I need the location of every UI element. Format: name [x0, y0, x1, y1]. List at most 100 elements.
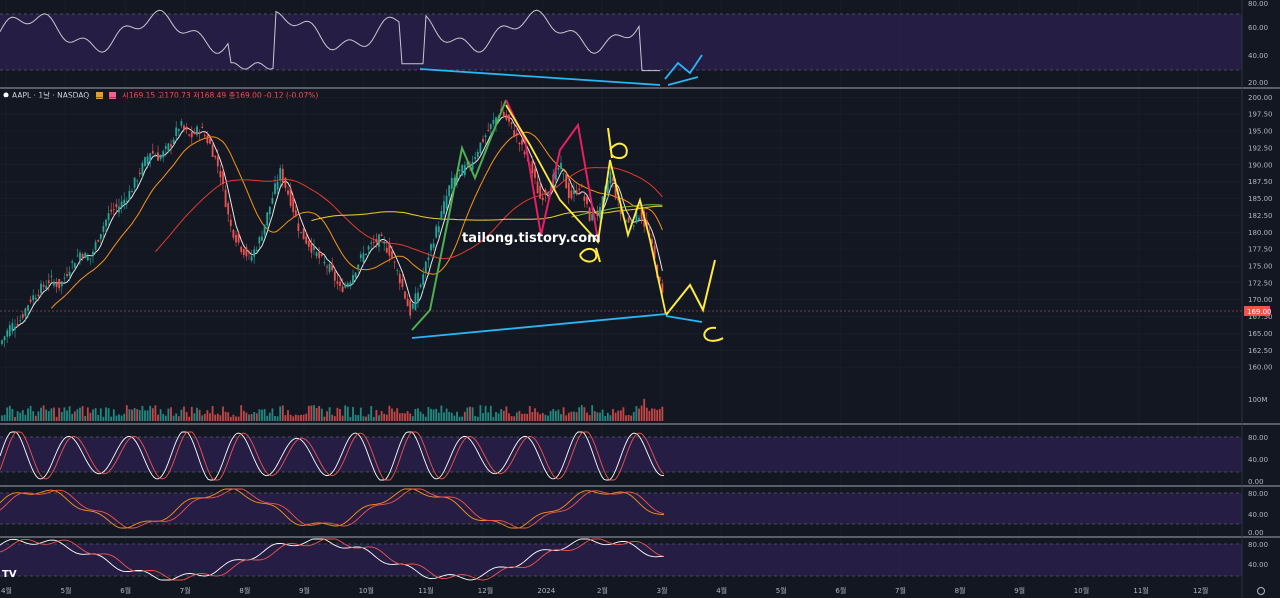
- symbol-title[interactable]: AAPL · 1날 · NASDAQ: [12, 90, 89, 100]
- volume-bar: [638, 408, 640, 421]
- candle-body: [206, 135, 209, 143]
- candle-body: [128, 190, 131, 200]
- volume-bar: [414, 409, 417, 421]
- volume-bar: [37, 411, 40, 421]
- settings-gear-icon[interactable]: [1257, 587, 1265, 595]
- candle-body: [606, 180, 609, 194]
- yellow-wave-line: [505, 104, 667, 316]
- volume-bar: [115, 415, 118, 421]
- price-tick-label: 162.50: [1248, 347, 1273, 355]
- volume-bar: [159, 409, 162, 421]
- volume-bar: [255, 413, 258, 421]
- panel1-band: [0, 437, 1242, 472]
- candle-body: [445, 195, 448, 209]
- time-tick-label: 11월: [418, 586, 433, 595]
- time-tick-label: 8월: [239, 586, 250, 595]
- candle-body: [229, 219, 232, 227]
- volume-bar: [396, 408, 399, 421]
- candle-body: [11, 323, 14, 331]
- volume-bar: [6, 407, 9, 421]
- candle-body: [222, 171, 224, 184]
- volume-bar: [469, 406, 471, 421]
- candle-body: [3, 336, 6, 341]
- price-tick-label: 190.00: [1248, 161, 1273, 169]
- volume-bar: [484, 405, 487, 421]
- candle-body: [177, 129, 180, 132]
- volume-bar: [24, 414, 27, 421]
- volume-bar: [380, 411, 383, 421]
- candle-body: [588, 207, 591, 222]
- price-tick-label: 182.50: [1248, 212, 1273, 220]
- price-tick-label: 160.00: [1248, 364, 1273, 372]
- rsi-tick-80: 80.00: [1248, 0, 1268, 8]
- candle-body: [183, 125, 185, 130]
- price-axis[interactable]: 200.00 197.50 195.00 192.50 190.00 187.50 185.…: [1248, 94, 1273, 372]
- volume-bar: [619, 410, 622, 421]
- candle-body: [73, 263, 76, 268]
- candle-body: [388, 244, 391, 256]
- volume-bar: [411, 416, 414, 421]
- volume-bar: [596, 412, 599, 421]
- candle-body: [476, 151, 479, 157]
- candle-body: [170, 144, 172, 147]
- volume-bar: [167, 408, 170, 421]
- candle-body: [562, 173, 565, 174]
- volume-bar: [53, 407, 55, 421]
- ma-120-line: [311, 205, 663, 222]
- volume-bar: [453, 415, 456, 421]
- volume-bar: [536, 412, 539, 421]
- flag-icon[interactable]: [109, 92, 116, 99]
- candle-body: [86, 256, 89, 261]
- chart-style-icon[interactable]: [96, 92, 103, 99]
- volume-bar: [495, 412, 497, 421]
- volume-bar: [601, 409, 604, 421]
- volume-bar: [492, 417, 495, 421]
- volume-bar: [333, 416, 336, 421]
- candle-body: [300, 231, 302, 233]
- volume-bar: [219, 415, 222, 421]
- price-tick-label: 167.50: [1248, 313, 1273, 321]
- candle-body: [159, 156, 162, 160]
- candle-body: [583, 196, 586, 201]
- price-tick-label: 197.50: [1248, 111, 1273, 119]
- volume-bar: [632, 412, 635, 421]
- volume-bar: [151, 408, 154, 421]
- volume-bar: [617, 410, 620, 421]
- time-tick-label: 9월: [1014, 586, 1025, 595]
- panel1-tick-80: 80.00: [1248, 434, 1268, 442]
- time-tick-label: 7월: [895, 586, 906, 595]
- panel3-band: [0, 544, 1242, 576]
- candle-body: [19, 320, 22, 322]
- volume-bar: [253, 412, 256, 421]
- candle-body: [97, 240, 100, 242]
- volume-bar: [432, 409, 435, 421]
- candle-body: [437, 226, 440, 233]
- volume-bar: [11, 409, 14, 421]
- tradingview-logo[interactable]: TV: [2, 569, 17, 580]
- volume-bar: [346, 406, 349, 421]
- rsi-drawn-zigzag: [664, 54, 703, 80]
- candle-body: [237, 232, 240, 243]
- volume-bar: [222, 406, 224, 421]
- candle-body: [81, 254, 84, 259]
- volume-bar: [8, 405, 11, 421]
- panel2-k-line: [0, 488, 665, 529]
- time-tick-label: 2월: [597, 586, 608, 595]
- time-axis[interactable]: 4월 5월 6월 7월 8월 9월 10월 11월 12월 2024 2월 3월 4월 5월 6월 7월 8월 9…: [1, 586, 1208, 595]
- volume-bar: [196, 407, 198, 421]
- volume-bar: [276, 416, 279, 421]
- volume-bar: [378, 415, 380, 421]
- candle-body: [164, 146, 167, 149]
- candle-body: [432, 243, 435, 248]
- volume-bar: [294, 414, 297, 421]
- candle-body: [297, 223, 300, 231]
- panel2-tick-0: 0.00: [1248, 529, 1264, 537]
- volume-bar: [214, 414, 217, 421]
- candle-body: [294, 210, 297, 217]
- volume-bar: [99, 408, 102, 421]
- volume-bar: [133, 408, 136, 421]
- candle-body: [258, 237, 261, 244]
- volume-bar: [281, 405, 284, 421]
- candle-body: [151, 150, 154, 154]
